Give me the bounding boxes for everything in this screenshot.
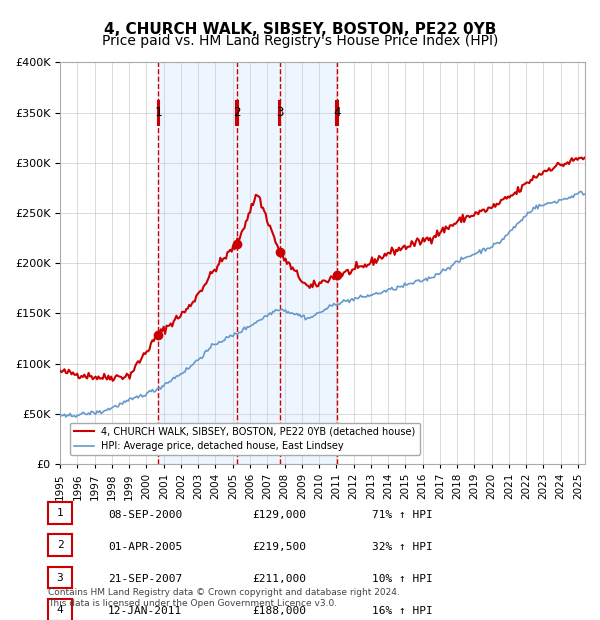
Text: 32% ↑ HPI: 32% ↑ HPI <box>372 542 433 552</box>
Text: £219,500: £219,500 <box>252 542 306 552</box>
FancyBboxPatch shape <box>236 100 238 125</box>
Text: 1: 1 <box>56 508 64 518</box>
FancyBboxPatch shape <box>158 100 159 125</box>
Text: 4: 4 <box>56 604 64 615</box>
Text: 2: 2 <box>233 106 241 119</box>
Text: Contains HM Land Registry data © Crown copyright and database right 2024.
This d: Contains HM Land Registry data © Crown c… <box>48 588 400 608</box>
Legend: 4, CHURCH WALK, SIBSEY, BOSTON, PE22 0YB (detached house), HPI: Average price, d: 4, CHURCH WALK, SIBSEY, BOSTON, PE22 0YB… <box>70 423 419 455</box>
Text: 4: 4 <box>333 106 341 119</box>
Text: 12-JAN-2011: 12-JAN-2011 <box>108 606 182 616</box>
FancyBboxPatch shape <box>279 100 280 125</box>
Text: 1: 1 <box>155 106 162 119</box>
Text: 10% ↑ HPI: 10% ↑ HPI <box>372 574 433 584</box>
Text: £211,000: £211,000 <box>252 574 306 584</box>
Text: £188,000: £188,000 <box>252 606 306 616</box>
Text: £129,000: £129,000 <box>252 510 306 520</box>
Text: 01-APR-2005: 01-APR-2005 <box>108 542 182 552</box>
Text: 3: 3 <box>56 572 64 583</box>
Text: 4, CHURCH WALK, SIBSEY, BOSTON, PE22 0YB: 4, CHURCH WALK, SIBSEY, BOSTON, PE22 0YB <box>104 22 496 37</box>
Text: 21-SEP-2007: 21-SEP-2007 <box>108 574 182 584</box>
Text: 08-SEP-2000: 08-SEP-2000 <box>108 510 182 520</box>
Text: 71% ↑ HPI: 71% ↑ HPI <box>372 510 433 520</box>
Text: Price paid vs. HM Land Registry's House Price Index (HPI): Price paid vs. HM Land Registry's House … <box>102 34 498 48</box>
Text: 16% ↑ HPI: 16% ↑ HPI <box>372 606 433 616</box>
FancyBboxPatch shape <box>336 100 338 125</box>
Bar <box>158 63 337 464</box>
Text: 2: 2 <box>56 540 64 551</box>
Text: 3: 3 <box>276 106 283 119</box>
